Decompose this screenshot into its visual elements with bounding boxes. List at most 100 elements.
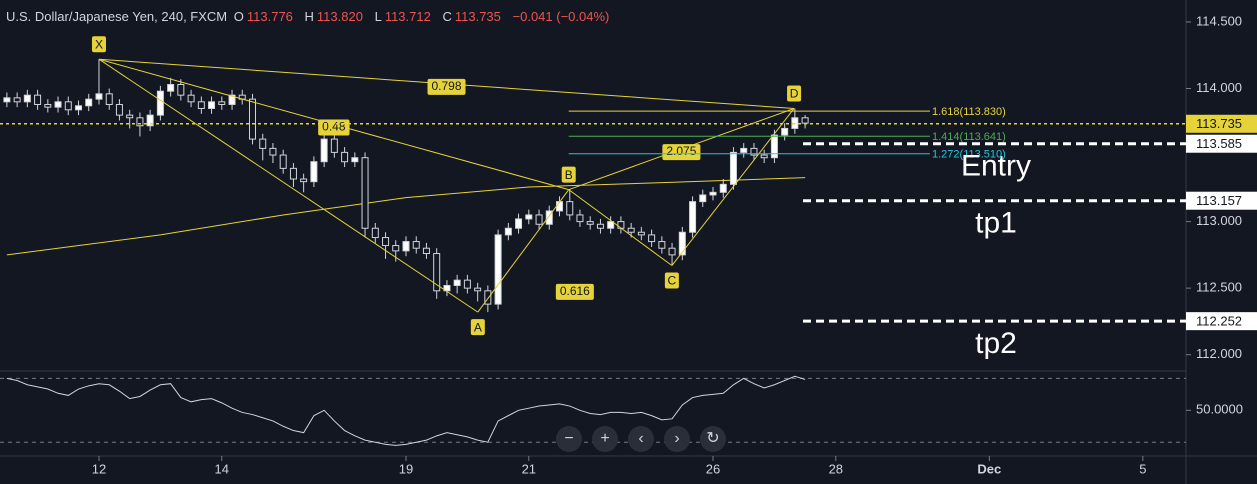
price-tag [1186, 312, 1257, 331]
candle-body [689, 201, 697, 233]
candle-body [259, 138, 267, 149]
ratio-label: 0.616 [560, 284, 590, 298]
point-label: C [668, 274, 677, 288]
price-tag-label: 112.252 [1196, 314, 1242, 329]
ratio-label-box [427, 78, 466, 95]
candle-body [535, 214, 543, 225]
candle-body [218, 101, 226, 105]
candle-body [504, 227, 512, 236]
candle-body [648, 234, 656, 243]
price-tag [1186, 114, 1257, 133]
o-label: O [233, 9, 244, 24]
candle-body [678, 231, 686, 256]
candle-body [719, 183, 727, 193]
candle-body [740, 147, 748, 153]
x-tick-label: 28 [829, 461, 843, 476]
candle-body [453, 279, 461, 286]
open-value: 113.776 [246, 9, 293, 24]
candle-body [637, 231, 645, 236]
y-tick-label: 113.000 [1196, 213, 1242, 228]
x-tick-label: 19 [399, 461, 413, 476]
ratio-label: 0.48 [322, 120, 346, 134]
l-label: L [374, 9, 382, 24]
candle-body [617, 221, 625, 229]
fib-label: 1.272(113.510) [932, 149, 1006, 161]
candle-body [361, 157, 369, 229]
low-value: 113.712 [384, 9, 431, 24]
pattern-line [568, 189, 673, 266]
zoom-out-button[interactable]: − [556, 426, 582, 452]
scroll-right-button[interactable]: › [664, 426, 690, 452]
candle-body [228, 94, 236, 105]
candle-body [729, 151, 737, 185]
candle-body [310, 161, 318, 183]
candle-body [44, 103, 52, 108]
candle-body [136, 117, 144, 127]
candle-body [545, 210, 553, 225]
candle-body [525, 214, 533, 220]
candle-body [197, 101, 205, 109]
price-tag-label: 113.735 [1196, 116, 1242, 131]
candle-body [474, 287, 482, 292]
point-label-box [561, 166, 576, 183]
y-tick-label: 114.500 [1196, 13, 1242, 28]
symbol: U.S. Dollar/Japanese Yen, 240, FXCM [6, 9, 228, 24]
candle-body [187, 94, 195, 103]
candle-body [177, 84, 185, 96]
candle-body [433, 253, 441, 292]
candle-body [146, 114, 154, 127]
point-label: B [565, 168, 573, 182]
candle-body [443, 284, 451, 292]
candle-body [699, 194, 707, 203]
price-pane [3, 58, 809, 313]
zoom-in-button[interactable]: + [592, 426, 618, 452]
candle-body [566, 201, 574, 216]
candle-body [126, 114, 134, 119]
fib-label: 1.618(113.830) [932, 106, 1006, 118]
candle-body [64, 101, 72, 111]
pattern-line [98, 58, 479, 313]
candle-body [248, 98, 256, 140]
candle-body [556, 201, 564, 212]
candle-body [422, 247, 430, 255]
reset-button[interactable]: ↻ [700, 426, 726, 452]
point-label: A [474, 320, 482, 334]
candle-body [494, 234, 502, 305]
point-label-box [91, 36, 106, 53]
candle-body [412, 241, 420, 249]
candle-body [627, 227, 635, 233]
price-tag [1186, 134, 1257, 153]
candle-body [85, 98, 93, 107]
candle-body [269, 147, 277, 156]
fib-label: 1.414(113.641) [932, 131, 1006, 143]
candle-body [463, 279, 471, 289]
candle-body [596, 223, 604, 229]
toolbar: − + ‹ › ↻ [556, 426, 726, 452]
ratio-label-box [555, 283, 594, 300]
close-value: 113.735 [454, 9, 501, 24]
point-label: X [95, 37, 103, 51]
candle-body [576, 214, 584, 223]
price-tag-label: 113.157 [1196, 193, 1242, 208]
candle-body [23, 94, 31, 103]
candle-body [607, 221, 615, 229]
ratio-label-box [662, 144, 701, 161]
candle-body [167, 84, 175, 92]
high-value: 113.820 [316, 9, 363, 24]
candle-body [709, 191, 717, 196]
point-label-box [787, 85, 802, 102]
candle-body [95, 93, 103, 100]
x-tick-label: 5 [1139, 461, 1146, 476]
pattern-line [671, 108, 795, 266]
x-tick-label: 12 [92, 461, 106, 476]
point-label-box [664, 272, 679, 289]
candle-body [34, 94, 42, 105]
candle-body [341, 151, 349, 163]
y-tick-label: 112.000 [1196, 346, 1242, 361]
candle-body [300, 178, 308, 183]
level-text: tp1 [975, 207, 1017, 240]
level-text: tp2 [975, 327, 1017, 360]
candle-body [75, 105, 83, 111]
scroll-left-button[interactable]: ‹ [628, 426, 654, 452]
moving-average [6, 177, 806, 256]
